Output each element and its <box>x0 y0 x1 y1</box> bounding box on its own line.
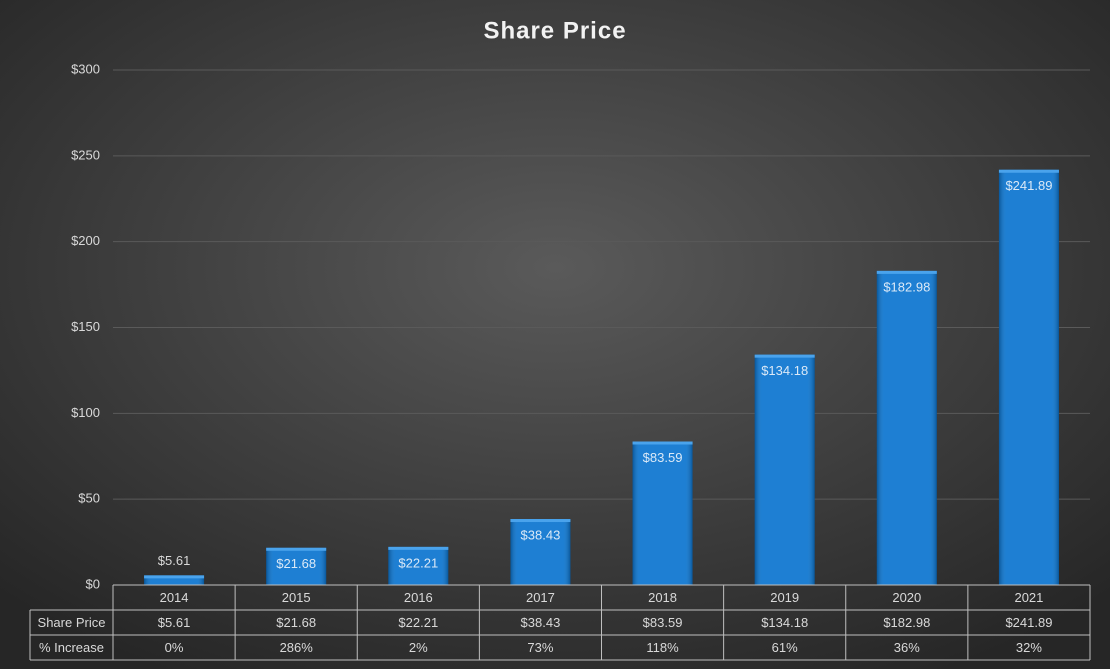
table-cell: $83.59 <box>643 615 683 630</box>
bar-shade <box>754 354 815 585</box>
table-cell: 0% <box>165 640 184 655</box>
table-row-header: Share Price <box>38 615 106 630</box>
table-cell: $182.98 <box>883 615 930 630</box>
y-tick-label: $150 <box>71 319 100 334</box>
bar-cap <box>754 354 815 358</box>
bar-shade <box>144 575 205 585</box>
bar-cap <box>266 547 327 551</box>
bar-cap <box>632 441 693 445</box>
x-tick-label: 2019 <box>770 590 799 605</box>
chart-title: Share Price <box>483 17 626 44</box>
table-cell: $21.68 <box>276 615 316 630</box>
y-tick-label: $0 <box>86 576 100 591</box>
table-cell: $38.43 <box>521 615 561 630</box>
bar-cap <box>388 546 449 550</box>
bar-shade <box>388 546 449 585</box>
bar-cap <box>998 169 1059 173</box>
y-tick-label: $300 <box>71 61 100 76</box>
x-tick-label: 2016 <box>404 590 433 605</box>
table-cell: 73% <box>527 640 553 655</box>
table-cell: 118% <box>646 640 679 655</box>
data-label: $83.59 <box>643 450 683 465</box>
bar-shade <box>998 169 1059 585</box>
data-label: $22.21 <box>398 555 438 570</box>
x-tick-label: 2018 <box>648 590 677 605</box>
table-cell: 286% <box>280 640 314 655</box>
bar-shade <box>266 547 327 585</box>
y-tick-label: $200 <box>71 233 100 248</box>
bar-cap <box>510 519 571 523</box>
table-row-header: % Increase <box>39 640 104 655</box>
table-cell: 32% <box>1016 640 1042 655</box>
x-tick-label: 2017 <box>526 590 555 605</box>
y-tick-label: $250 <box>71 147 100 162</box>
data-label: $241.89 <box>1005 178 1052 193</box>
table-cell: 36% <box>894 640 920 655</box>
bar-cap <box>876 270 937 274</box>
table-cell: $134.18 <box>761 615 808 630</box>
table-cell: 2% <box>409 640 428 655</box>
table-cell: $22.21 <box>398 615 438 630</box>
y-tick-label: $50 <box>78 491 100 506</box>
x-tick-label: 2014 <box>160 590 189 605</box>
bar-shade <box>510 519 571 585</box>
data-label: $21.68 <box>276 556 316 571</box>
table-cell: $5.61 <box>158 615 191 630</box>
x-tick-label: 2021 <box>1014 590 1043 605</box>
y-tick-label: $100 <box>71 405 100 420</box>
data-label: $182.98 <box>883 279 930 294</box>
bar-shade <box>632 441 693 585</box>
data-label: $38.43 <box>521 527 561 542</box>
x-tick-label: 2020 <box>892 590 921 605</box>
data-label: $5.61 <box>158 553 191 568</box>
x-tick-label: 2015 <box>282 590 311 605</box>
table-cell: 61% <box>772 640 798 655</box>
data-label: $134.18 <box>761 363 808 378</box>
table-cell: $241.89 <box>1005 615 1052 630</box>
bar-shade <box>876 270 937 585</box>
bar-cap <box>144 575 205 579</box>
